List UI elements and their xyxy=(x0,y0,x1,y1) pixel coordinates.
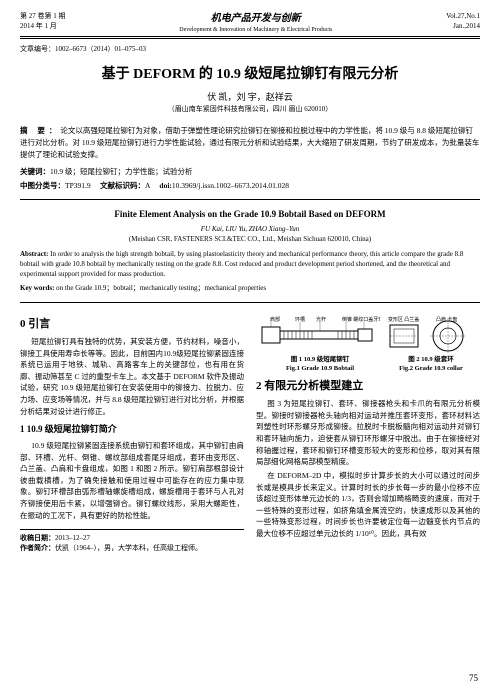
doi-label: doi: xyxy=(159,181,172,190)
figures-row: 肩部 环槽 光杆 倒锥 螺纹口盖牙环 图 1 10.9 级短尾铆钉 Fig.1 … xyxy=(256,315,480,373)
date-en: Jan.,2014 xyxy=(446,22,480,32)
svg-text:环槽: 环槽 xyxy=(295,316,305,323)
clc-val: TP391.9 xyxy=(65,181,91,190)
svg-text:变形区 凸兰盖: 变形区 凸兰盖 xyxy=(388,316,419,323)
vol-issue-cn: 第 27 卷第 1 期 xyxy=(20,12,66,22)
keywords-en: Key words: on the Grade 10.9；bobtail；mec… xyxy=(20,284,480,294)
divider-2 xyxy=(20,302,480,303)
classification: 中图分类号：TP391.9 文献标识码：A doi:10.3969/j.issn… xyxy=(20,181,480,192)
affil-en: (Meishan CSR, FASTENERS SCI.&TEC CO., Lt… xyxy=(20,235,480,245)
divider xyxy=(20,199,480,200)
sec0-p1: 短尾拉铆钉具有独特的优势，其安装方便，节约材料，噪音小，铆接工具使用寿命长等等。… xyxy=(20,336,244,417)
sec1-p1: 10.9 级短尾拉铆紧固连接系统由铆钉和套环组成，其中铆钉由肩部、环槽、光杆、倒… xyxy=(20,440,244,521)
page-header: 第 27 卷第 1 期 2014 年 1 月 机电产品开发与创新 Develop… xyxy=(20,12,480,37)
bobtail-icon: 肩部 环槽 光杆 倒锥 螺纹口盖牙环 xyxy=(260,315,380,355)
fig1-cap-en: Fig.1 Grade 10.9 Bobtail xyxy=(260,364,380,373)
kw-cn-text: 10.9 级；短尾拉铆钉；力学性能；试验分析 xyxy=(50,167,193,176)
abstract-en: Abstract: In order to analysis the high … xyxy=(20,250,480,279)
footer-box: 收稿日期：2013–12–27 作者简介：伏凯（1964–），男，大学本科，任高… xyxy=(20,529,244,554)
sec0-heading: 0 引言 xyxy=(20,317,244,332)
doc-code: A xyxy=(145,181,150,190)
doi: 10.3969/j.issn.1002–6673.2014.01.028 xyxy=(172,181,289,190)
svg-text:肩部: 肩部 xyxy=(270,316,280,323)
header-rule xyxy=(20,38,480,39)
svg-text:倒锥 螺纹口盖牙环: 倒锥 螺纹口盖牙环 xyxy=(342,316,380,323)
fig2-cap-cn: 图 2 10.9 级套环 xyxy=(386,355,476,364)
header-left: 第 27 卷第 1 期 2014 年 1 月 xyxy=(20,12,66,34)
sec2-p2: 在 DEFORM–2D 中，模拟时步计算步长的大小可以通过时间步长或是模具步长来… xyxy=(256,470,480,540)
doc-code-label: 文献标识码： xyxy=(100,181,145,190)
title-en: Finite Element Analysis on the Grade 10.… xyxy=(20,208,480,221)
header-center: 机电产品开发与创新 Development & Innovation of Ma… xyxy=(66,12,447,34)
svg-text:凸肩 卡盘: 凸肩 卡盘 xyxy=(436,316,457,323)
clc-label: 中图分类号： xyxy=(20,181,65,190)
authors-cn: 伏 凯，刘 宇，赵祥云 xyxy=(20,91,480,104)
date-cn: 2014 年 1 月 xyxy=(20,22,66,32)
article-id: 文章编号：1002–6673（2014）01–075–03 xyxy=(20,45,480,55)
keywords-cn: 关键词：10.9 级；短尾拉铆钉；力学性能；试验分析 xyxy=(20,167,480,178)
collar-icon: 变形区 凸兰盖 凸肩 卡盘 xyxy=(386,315,476,355)
kw-en-text: on the Grade 10.9；bobtail；mechanically t… xyxy=(56,284,266,292)
abstract-cn-text: 论文以高强短尾拉铆钉为对象，借助于弹塑性理论研究拉铆钉在铆接和拉脱过程中的力学性… xyxy=(20,126,479,159)
vol-en: Vol.27,No.1 xyxy=(446,12,480,22)
authors-en: FU Kai, LIU Yu, ZHAO Xiang–Yun xyxy=(20,225,480,235)
abstract-cn-label: 摘 要： xyxy=(20,126,60,135)
footer-date: 2013–12–27 xyxy=(55,534,90,542)
body-columns: 0 引言 短尾拉铆钉具有独特的优势，其安装方便，节约材料，噪音小，铆接工具使用寿… xyxy=(20,311,480,554)
footer-author: 伏凯（1964–），男，大学本科，任高级工程师。 xyxy=(55,544,202,552)
kw-en-label: Key words: xyxy=(20,284,56,292)
figure-2: 变形区 凸兰盖 凸肩 卡盘 图 2 10.9 级套环 Fig.2 Grade 1… xyxy=(386,315,476,373)
title-cn: 基于 DEFORM 的 10.9 级短尾拉铆钉有限元分析 xyxy=(20,65,480,85)
footer-date-label: 收稿日期： xyxy=(20,534,55,542)
figure-1: 肩部 环槽 光杆 倒锥 螺纹口盖牙环 图 1 10.9 级短尾铆钉 Fig.1 … xyxy=(260,315,380,373)
journal-cn: 机电产品开发与创新 xyxy=(66,12,447,26)
sec2-p1: 图 3 为短尾拉铆钉、套环、铆接器枪头和卡爪的有限元分析模型。铆接时铆接器枪头轴… xyxy=(256,398,480,468)
abstract-en-text: In order to analysis the high strength b… xyxy=(20,250,463,278)
left-column: 0 引言 短尾拉铆钉具有独特的优势，其安装方便，节约材料，噪音小，铆接工具使用寿… xyxy=(20,311,244,554)
page-number: 75 xyxy=(469,672,478,685)
abstract-cn: 摘 要：论文以高强短尾拉铆钉为对象，借助于弹塑性理论研究拉铆钉在铆接和拉脱过程中… xyxy=(20,125,480,161)
kw-cn-label: 关键词： xyxy=(20,167,50,176)
journal-en: Development & Innovation of Machinery & … xyxy=(66,26,447,34)
fig2-cap-en: Fig.2 Grade 10.9 collar xyxy=(386,364,476,373)
sec2-heading: 2 有限元分析模型建立 xyxy=(256,379,480,394)
footer-author-label: 作者简介： xyxy=(20,544,55,552)
fig1-cap-cn: 图 1 10.9 级短尾铆钉 xyxy=(260,355,380,364)
header-right: Vol.27,No.1 Jan.,2014 xyxy=(446,12,480,34)
svg-text:光杆: 光杆 xyxy=(316,316,326,323)
right-column: 肩部 环槽 光杆 倒锥 螺纹口盖牙环 图 1 10.9 级短尾铆钉 Fig.1 … xyxy=(256,311,480,554)
sec1-heading: 1 10.9 级短尾拉铆钉简介 xyxy=(20,423,244,436)
abstract-en-label: Abstract: xyxy=(20,250,50,258)
affil-cn: （眉山南车紧固件科技有限公司，四川 眉山 620010） xyxy=(20,105,480,115)
